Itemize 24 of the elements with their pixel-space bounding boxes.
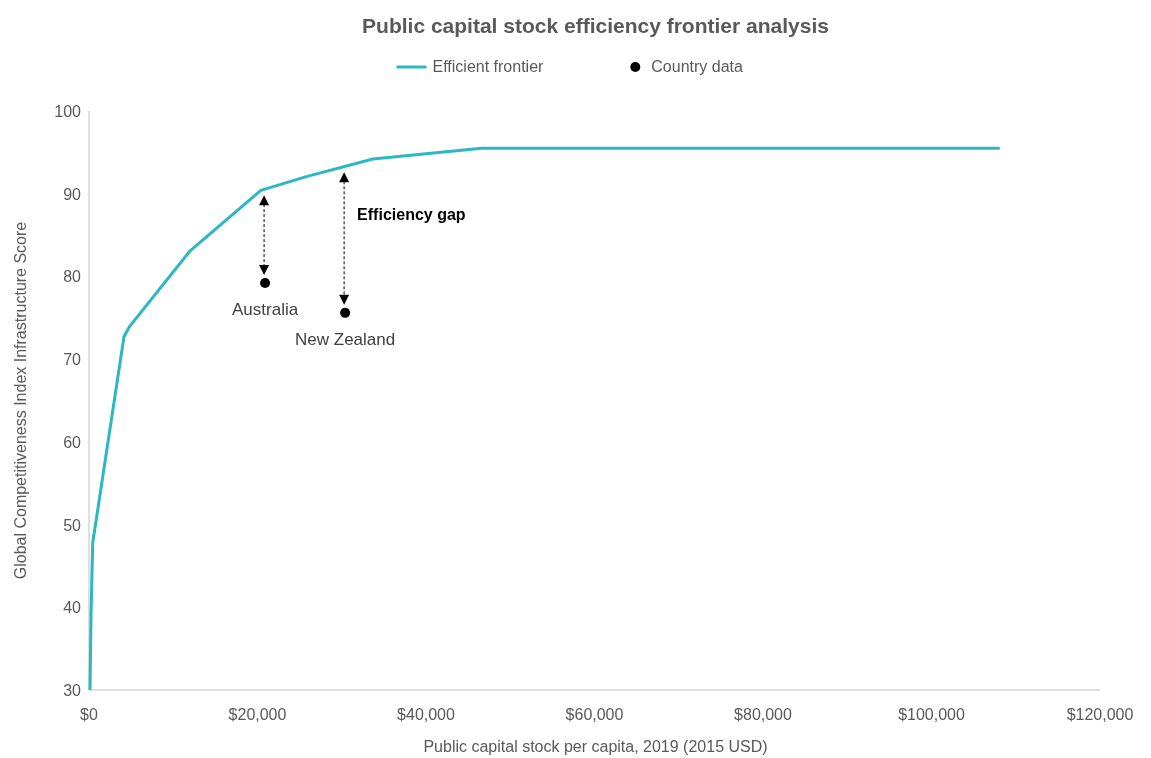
x-tick-label: $40,000	[397, 706, 456, 723]
x-tick-label: $100,000	[898, 706, 965, 723]
chart-title: Public capital stock efficiency frontier analysis	[362, 14, 829, 37]
y-tick-label: 100	[54, 103, 82, 120]
annotation: New Zealand	[295, 329, 396, 349]
x-axis-title: Public capital stock per capita, 2019 (2015 USD)	[423, 738, 768, 755]
x-tick-label: $60,000	[565, 706, 624, 723]
y-tick-label: 40	[63, 599, 82, 617]
y-tick-label: 60	[63, 433, 82, 451]
y-tick-label: 90	[63, 185, 82, 203]
line-series	[88, 146, 1002, 692]
x-tick-label: $80,000	[734, 706, 793, 723]
y-tick-label: 70	[63, 351, 82, 369]
legend-label: Country data	[651, 58, 744, 75]
y-tick-label: 50	[63, 516, 82, 534]
x-tick-label: $20,000	[228, 706, 287, 723]
annotation: Efficiency gap	[357, 205, 466, 223]
y-axis-title: Global Competitiveness Index Infrastructure Score	[12, 221, 29, 580]
x-tick-label: $0	[80, 706, 98, 723]
y-tick-label: 30	[63, 682, 82, 699]
y-tick-label: 80	[63, 268, 82, 286]
annotation: Australia	[232, 300, 299, 320]
legend-label: Efficient frontier	[432, 58, 545, 75]
x-tick-label: $120,000	[1066, 706, 1134, 723]
